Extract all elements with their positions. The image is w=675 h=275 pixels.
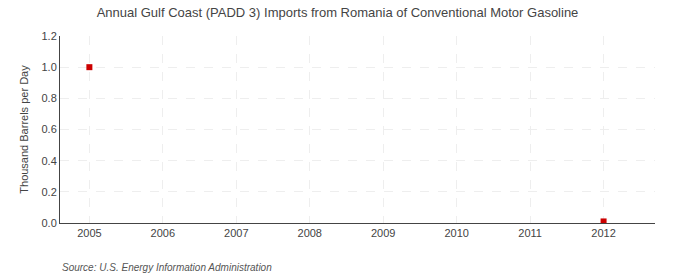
svg-text:Annual Gulf Coast (PADD 3) Imp: Annual Gulf Coast (PADD 3) Imports from … (97, 5, 579, 20)
svg-text:0.2: 0.2 (42, 186, 57, 198)
svg-text:0.8: 0.8 (42, 92, 57, 104)
svg-text:2011: 2011 (518, 227, 542, 239)
svg-text:2007: 2007 (224, 227, 248, 239)
svg-text:0.6: 0.6 (42, 123, 57, 135)
svg-text:1.0: 1.0 (42, 61, 57, 73)
svg-text:0.0: 0.0 (42, 217, 57, 229)
svg-text:2012: 2012 (591, 227, 615, 239)
svg-text:Thousand Barrels per Day: Thousand Barrels per Day (18, 65, 30, 194)
svg-text:1.2: 1.2 (42, 30, 57, 42)
svg-text:0.4: 0.4 (42, 155, 57, 167)
svg-text:2006: 2006 (151, 227, 175, 239)
svg-text:Source: U.S. Energy Informatio: Source: U.S. Energy Information Administ… (62, 262, 272, 273)
svg-text:2008: 2008 (298, 227, 322, 239)
svg-text:2005: 2005 (77, 227, 101, 239)
svg-text:2009: 2009 (371, 227, 395, 239)
svg-text:2010: 2010 (444, 227, 468, 239)
